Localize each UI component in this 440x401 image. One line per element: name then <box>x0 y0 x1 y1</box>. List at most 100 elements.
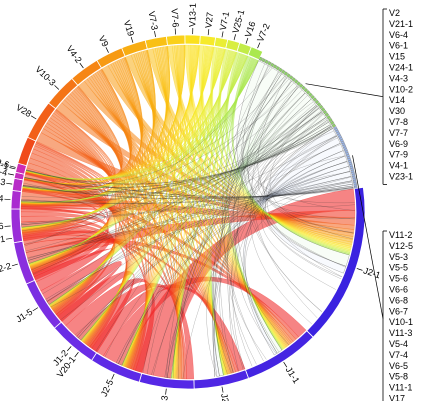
side-label-groups: V2V21-1V6-4V6-1V15V24-1V4-3V10-2V14V30V7… <box>305 8 413 401</box>
side-label-v6-5: V6-5 <box>389 361 408 371</box>
arc-small-group-1-tick <box>318 104 324 110</box>
segment-label-v7-6: V7-6 <box>169 8 180 28</box>
chord-ribbons <box>20 44 356 380</box>
arc-small-group-2-tick <box>352 175 356 179</box>
arc-small-group-2-tick <box>333 126 338 130</box>
arc-small-group-1-tick <box>303 87 309 93</box>
chord-strand <box>50 86 298 308</box>
arc-small-group-1-tick <box>314 99 320 105</box>
chord-ribbon-g1-j2-3 <box>166 86 306 379</box>
segment-label-v13-1: V13-1 <box>187 3 198 27</box>
label-tick-j1-5 <box>32 307 39 312</box>
segment-label-j1-5: J1-5 <box>14 307 34 325</box>
side-label-v11-2: V11-2 <box>389 230 412 240</box>
label-tick-v27 <box>207 29 210 36</box>
side-label-v6-6: V6-6 <box>389 285 408 295</box>
chord-strand <box>27 176 352 258</box>
arc-small-group-1-tick <box>329 120 335 125</box>
chord-strand <box>242 63 342 278</box>
arc-small-group-2-tick <box>337 133 341 137</box>
chord-strand <box>23 76 286 188</box>
label-tick-v25-1 <box>233 34 236 41</box>
side-label-v6-9: V6-9 <box>389 139 408 149</box>
chord-strand <box>224 65 269 365</box>
arc-small-group-1-tick <box>312 97 317 102</box>
arc-small-group-2-tick <box>350 169 355 173</box>
label-tick-j1-3 <box>6 182 13 185</box>
arc-v27 <box>199 35 217 47</box>
chord-strand <box>21 85 298 203</box>
arc-small-group-2-tick <box>338 137 343 141</box>
chord-ribbon-g1-j2-2 <box>27 111 326 264</box>
arc-j1-3 <box>11 177 24 192</box>
side-label-v5-3: V5-3 <box>389 252 408 262</box>
label-tick-j2-1 <box>356 268 363 271</box>
arc-small-group-2-tick <box>353 181 357 185</box>
chord-strand <box>235 120 328 354</box>
arc-j2-6 <box>15 162 28 175</box>
side-label-v10-1: V10-1 <box>389 317 413 327</box>
segment-label-j1-3: J1-3 <box>0 175 6 188</box>
chord-strand <box>22 89 303 231</box>
segment-label-v27: V27 <box>203 12 215 29</box>
segment-label-j2-5: J2-5 <box>99 378 115 398</box>
arc-small-group-1-tick <box>298 83 304 88</box>
side-label-v5-6: V5-6 <box>389 274 408 284</box>
segment-label-j2-2: J2-2 <box>0 261 12 276</box>
segment-label-j2-7: J2-7 <box>219 393 232 401</box>
side-connector-2 <box>352 155 384 319</box>
chord-strand <box>42 71 280 295</box>
side-label-v11-1: V11-1 <box>389 383 412 393</box>
segment-label-j2-6: J2-6 <box>0 156 10 170</box>
chord-strand <box>182 136 337 379</box>
arc-small-group-2-tick <box>335 129 340 134</box>
segment-label-v28: V28 <box>14 102 33 119</box>
side-label-v6-8: V6-8 <box>389 295 408 305</box>
arc-small-group-2-tick <box>348 161 353 165</box>
side-label-v7-7: V7-7 <box>389 128 408 138</box>
side-label-v6-7: V6-7 <box>389 306 408 316</box>
side-label-v5-4: V5-4 <box>389 339 408 349</box>
chord-strand <box>151 108 319 375</box>
side-label-v4-1: V4-1 <box>389 161 408 171</box>
label-tick-v4-2 <box>79 62 84 69</box>
chord-strand <box>142 171 351 373</box>
label-tick-j1-1 <box>283 361 288 368</box>
chord-ribbon-g2-j2-7 <box>212 150 346 377</box>
side-label-v21-1: V21-1 <box>389 19 413 29</box>
side-label-v15: V15 <box>389 52 405 62</box>
arc-small-group-1-tick <box>272 64 278 69</box>
label-tick-v9 <box>105 47 109 53</box>
side-label-v11-3: V11-3 <box>389 328 412 338</box>
chord-strand <box>104 144 341 357</box>
chord-strand <box>232 134 337 370</box>
chord-strand <box>213 71 279 377</box>
arc-small-group-2-tick <box>339 139 344 143</box>
segment-label-v7-3: V7-3 <box>147 10 160 31</box>
label-tick-j2-2 <box>11 263 18 267</box>
arc-small-group-2-tick <box>346 156 351 160</box>
chord-strand <box>250 111 322 325</box>
chord-ribbon-g1-j1-1 <box>233 73 292 354</box>
arc-small-group-2-tick <box>353 186 358 189</box>
arc-small-group-2-tick <box>343 148 348 152</box>
chord-strand <box>231 105 318 367</box>
arc-small-group-1-tick <box>283 71 289 76</box>
side-label-v7-8: V7-8 <box>389 117 408 127</box>
chord-ribbon-v20-1-j2-5 <box>65 278 155 373</box>
side-label-v7-4: V7-4 <box>389 350 408 360</box>
side-label-v14: V14 <box>389 95 405 105</box>
side-label-v23-1: V23-1 <box>389 172 413 182</box>
label-tick-j1-2 <box>67 346 72 352</box>
arc-small-group-2-tick <box>347 160 352 163</box>
label-tick-v23-1 <box>9 167 16 170</box>
chord-strand <box>25 108 319 252</box>
arc-small-group-2-tick <box>334 128 339 132</box>
side-label-v4-3: V4-3 <box>389 73 408 83</box>
chord-strand <box>251 85 318 318</box>
arc-small-group-2-tick <box>352 179 357 183</box>
side-connector-1 <box>305 83 384 98</box>
segment-label-j1-1: J1-1 <box>284 365 302 385</box>
chord-strand <box>21 108 320 198</box>
label-tick-j2-7 <box>221 386 224 393</box>
